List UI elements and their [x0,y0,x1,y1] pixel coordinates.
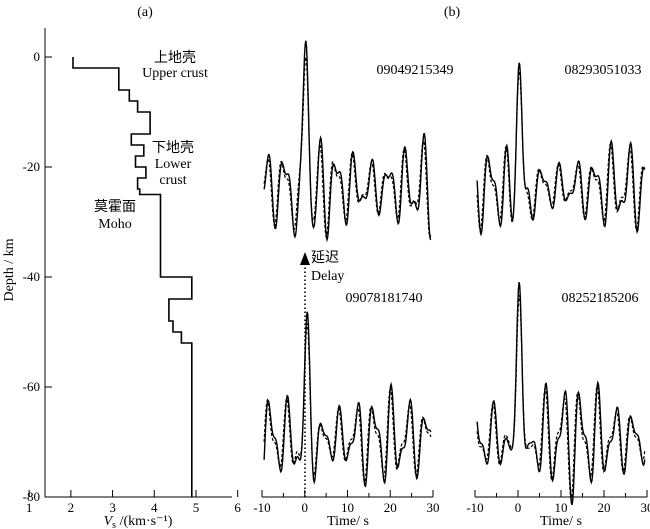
depth-axis-label: Depth / km [2,238,17,301]
lower-crust-label-en-2: crust [159,173,186,188]
synthetic-waveform [263,56,432,240]
depth-tick-label: -60 [23,379,40,394]
observed-waveform [476,62,646,237]
observed-waveform [263,40,432,243]
waveform-panel-2: 08293051033 [476,62,646,237]
velocity-tick-label: 5 [193,500,200,515]
depth-tick-label: -20 [23,159,40,174]
velocity-tick-label: 2 [68,500,75,515]
depth-tick-label: -40 [23,269,40,284]
time-tick-label: 0 [515,500,522,515]
velocity-tick-label: 1 [26,500,33,515]
panel-label-b: (b) [444,5,461,20]
velocity-tick-label: 4 [151,500,158,515]
station-id: 09049215349 [377,63,454,78]
moho-label-en: Moho [98,217,131,232]
time-tick-label: 20 [598,500,611,515]
time-tick-label: 10 [555,500,568,515]
time-tick-label: 10 [341,500,354,515]
time-axis-right: -10 0 10 20 30 [466,490,650,515]
upper-crust-label-zh: 上地壳 [154,49,196,66]
panel-label-a: (a) [137,5,153,20]
observed-waveform [263,311,432,488]
synthetic-waveform [476,68,646,232]
time-axis-label-right: Time/ s [540,514,582,529]
upper-crust-label-en: Upper crust [142,66,208,81]
lower-crust-label-zh: 下地壳 [152,139,194,156]
time-axis-left-ticks: -10 0 10 20 30 [253,490,440,515]
time-axis-left: -10 0 10 20 30 [253,490,440,515]
velocity-axis-ticks: 1 2 3 4 5 6 [26,490,241,515]
velocity-axis-label: Vs /(km·s⁻¹) [104,514,173,529]
vs-profile-line [72,57,193,497]
depth-tick-label: 0 [34,49,41,64]
waveform-panel-3: 09078181740 [263,291,432,488]
delay-label-zh: 延迟 [311,250,339,266]
time-tick-label: 0 [302,500,309,515]
velocity-plot-frame [44,28,232,498]
time-tick-label: 20 [384,500,397,515]
time-tick-label: 30 [427,500,440,515]
observed-waveform [476,281,646,506]
depth-tick-label: -80 [23,489,40,504]
velocity-tick-label: 6 [234,500,241,515]
waveform-panel-1: 09049215349 [263,40,454,243]
lower-crust-label-en-1: Lower [155,157,192,172]
time-axis-label-left: Time/ s [327,514,369,529]
station-id: 08252185206 [562,291,639,306]
delay-label-en: Delay [311,269,344,284]
time-tick-label: 30 [641,500,650,515]
synthetic-waveform [476,295,646,502]
station-id: 09078181740 [346,291,423,306]
time-tick-label: -10 [466,500,483,515]
station-id: 08293051033 [565,63,642,78]
time-axis-right-ticks: -10 0 10 20 30 [466,490,650,515]
velocity-tick-label: 3 [109,500,116,515]
moho-label-zh: 莫霍面 [94,199,136,215]
waveform-panel-4: 08252185206 [476,281,646,506]
time-tick-label: -10 [253,500,270,515]
depth-axis-ticks: 0 -20 -40 -60 -80 [23,49,52,504]
